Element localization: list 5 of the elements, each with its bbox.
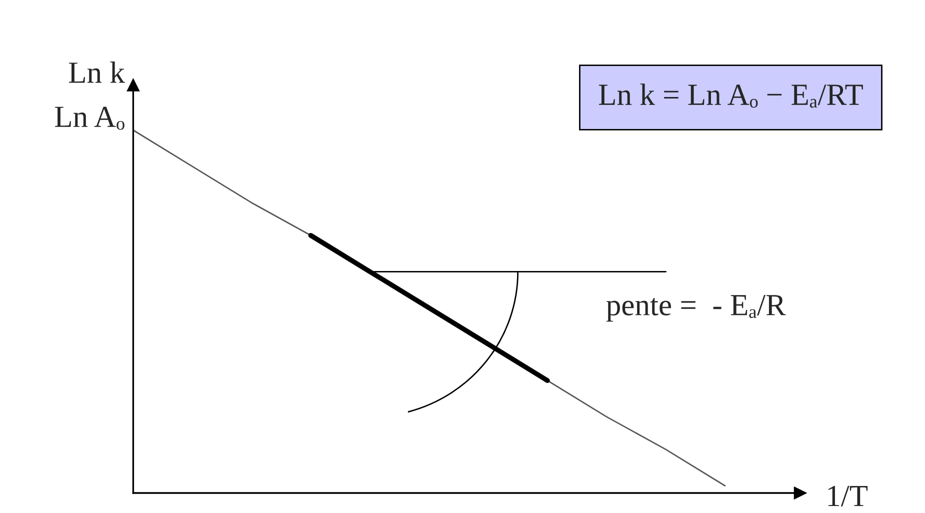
y-axis-title: Ln k [68,62,125,83]
annotation: pente = - Eₐ/R [606,295,786,322]
text: Ln k = Ln Aₒ − Eₐ/RT [598,84,863,108]
x-axis-title: 1/T [828,486,868,506]
text: Ln Aₒ [54,106,124,130]
